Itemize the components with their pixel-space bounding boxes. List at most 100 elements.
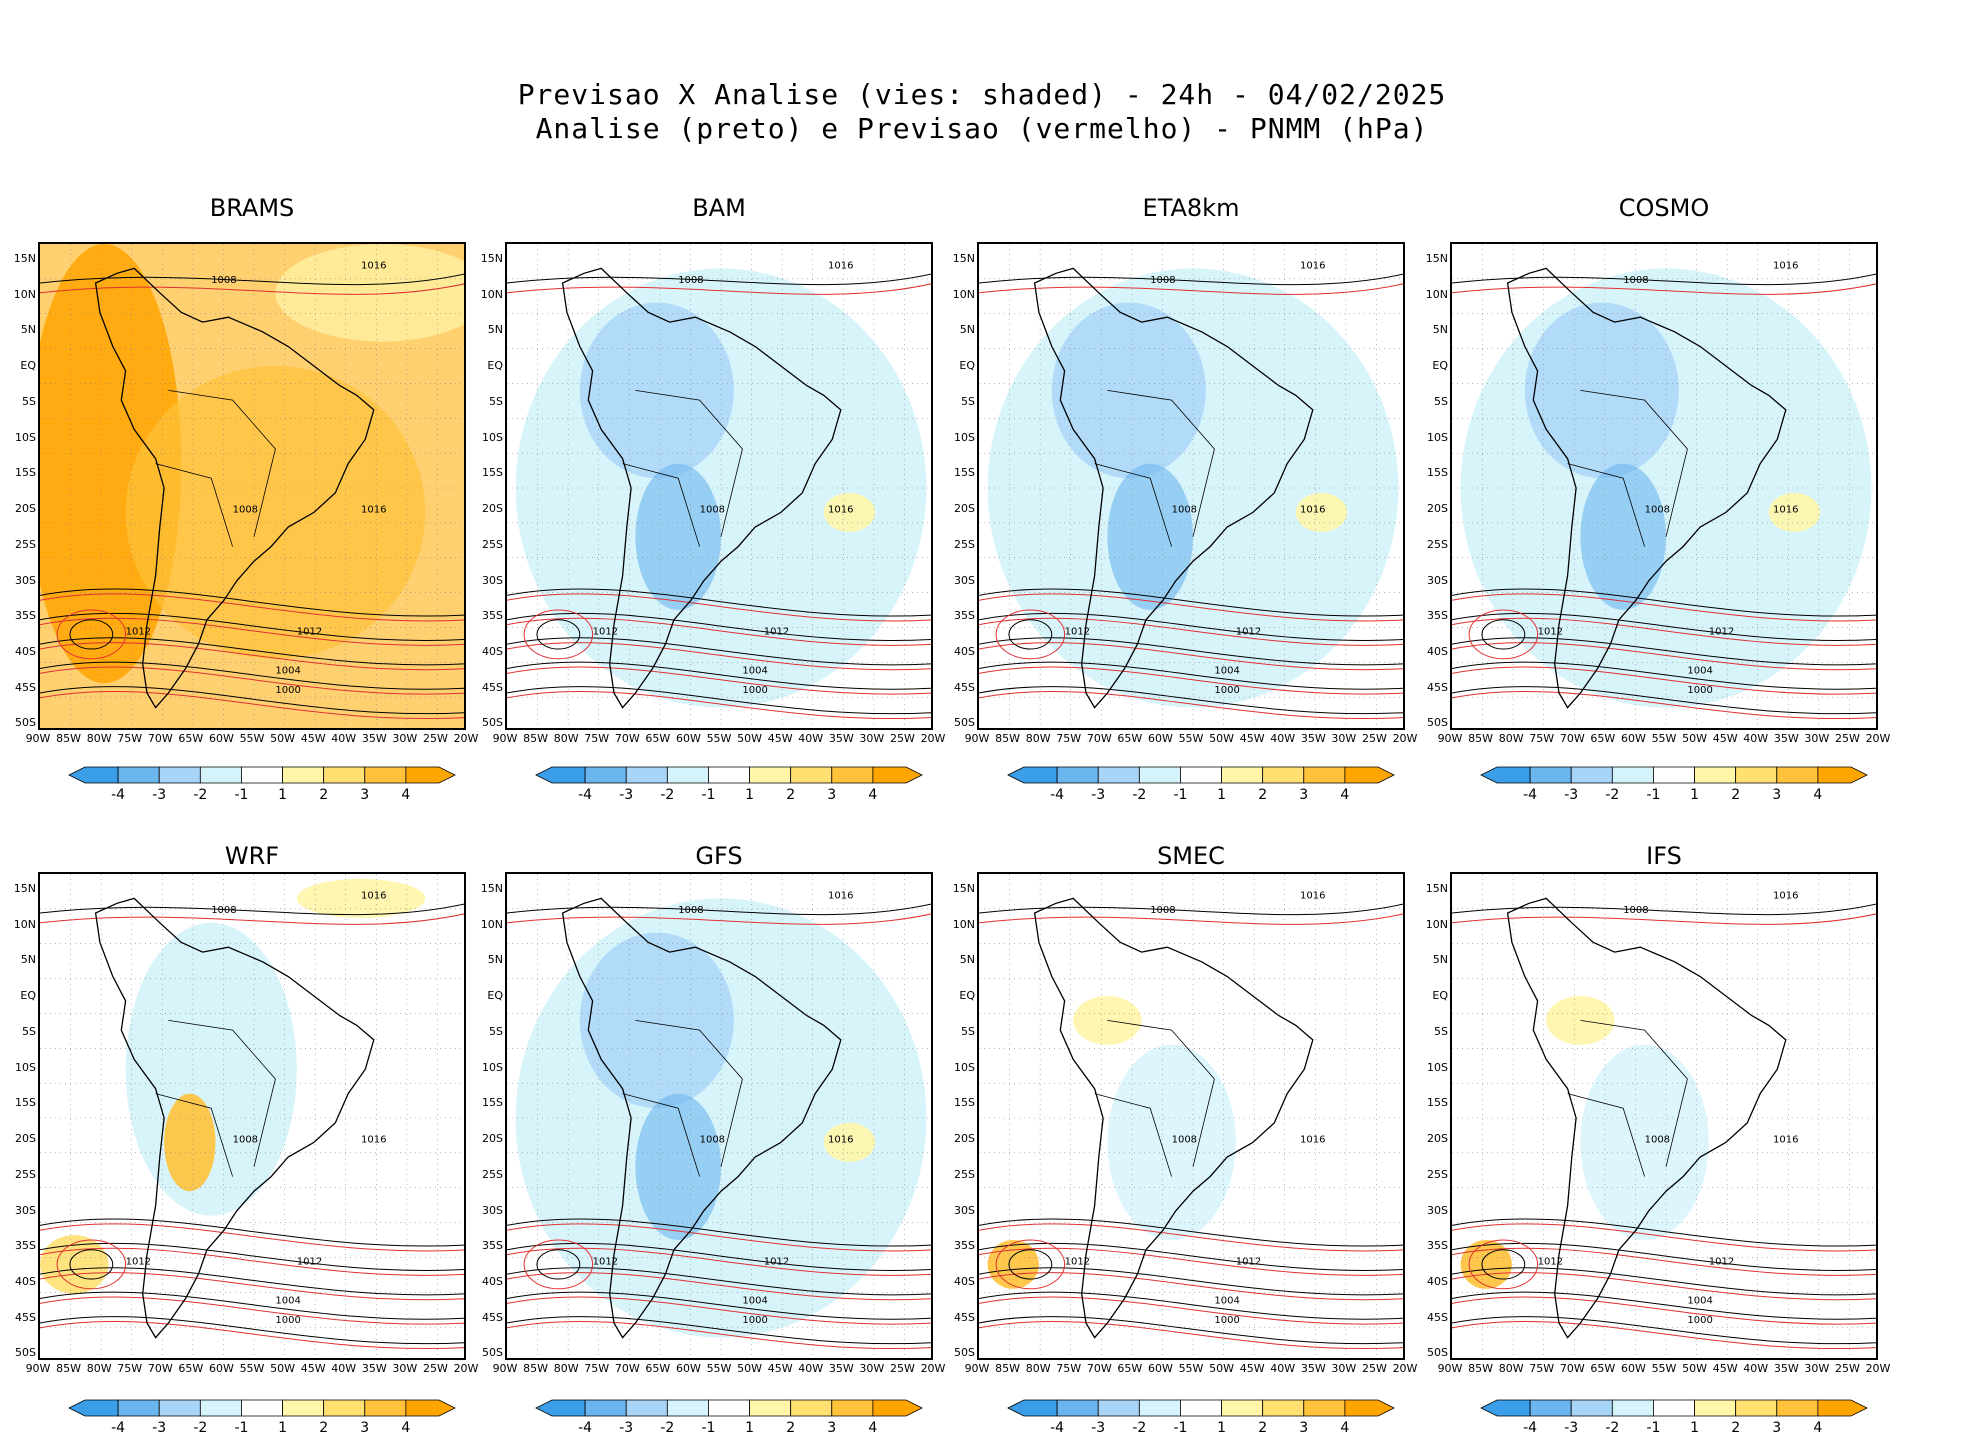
colorbar-label: 4 (868, 1420, 878, 1436)
lon-tick-label: 20W (1865, 1362, 1891, 1375)
lat-tick-label: 25S (15, 1167, 36, 1181)
map-panel-cosmo: 1008 1016 1012 1004 1000 1012 1008 1016 (1450, 242, 1878, 730)
lon-tick-label: 55W (239, 1362, 265, 1375)
colorbar-segment (1529, 766, 1572, 784)
colorbar-segment (708, 1399, 750, 1417)
lon-tick-label: 65W (1117, 732, 1143, 745)
contour-label: 1008 (700, 1134, 725, 1145)
lat-tick-label: 15N (952, 882, 975, 895)
lon-tick-label: 80W (86, 732, 112, 745)
colorbar-label: -3 (1564, 1420, 1579, 1436)
colorbar-segment (1221, 1399, 1264, 1417)
lon-tick-label: 45W (1239, 1362, 1265, 1375)
colorbar-segment (158, 1399, 201, 1417)
contour-label: 1004 (1214, 665, 1239, 676)
lon-tick-label: 40W (1743, 1362, 1769, 1375)
lon-tick-label: 20W (920, 732, 946, 745)
contour-label: 1004 (742, 665, 767, 676)
lon-tick-label: 70W (1559, 732, 1585, 745)
lon-tick-label: 65W (1590, 732, 1616, 745)
lat-tick-label: 5S (22, 394, 36, 408)
colorbar-segment (405, 1399, 456, 1417)
lon-tick-label: 30W (1331, 732, 1357, 745)
colorbar-segment (1262, 1399, 1305, 1417)
colorbar-label: 3 (1772, 787, 1782, 803)
lon-tick-label: 90W (25, 732, 51, 745)
lat-tick-label: 15N (952, 252, 975, 265)
lat-tick-label: 5N (487, 323, 503, 337)
lon-tick-label: 85W (995, 1362, 1020, 1375)
colorbar-segment (535, 766, 586, 784)
map-panel-brams: 1008 1016 1012 1004 1000 1012 1008 1016 (38, 242, 466, 730)
lat-tick-label: 25S (482, 537, 503, 551)
contour-label: 1004 (1214, 1295, 1239, 1306)
lat-tick-label: 20S (954, 1132, 975, 1146)
lon-tick-label: 85W (56, 732, 81, 745)
contour-label: 1004 (275, 1295, 300, 1306)
colorbar-label: -1 (234, 1420, 249, 1436)
lat-tick-label: 10S (954, 430, 975, 444)
colorbar-segment (1007, 766, 1058, 784)
colorbar-segment (364, 1399, 407, 1417)
lon-tick-label: 70W (147, 732, 173, 745)
colorbar-label: 1 (1217, 1420, 1226, 1436)
map-panel-gfs: 1008 1016 1012 1004 1000 1012 1008 1016 (505, 872, 933, 1360)
lon-tick-label: 85W (1468, 732, 1493, 745)
colorbar-segment (323, 766, 366, 784)
colorbar-label: -3 (1091, 787, 1106, 803)
lon-tick-label: 60W (1147, 732, 1173, 745)
contour-label: 1016 (828, 1134, 853, 1145)
contour-label: 1000 (1214, 1315, 1239, 1326)
colorbar-label: -3 (152, 787, 167, 803)
lon-tick-label: 25W (1834, 1362, 1860, 1375)
colorbar-label: -1 (1646, 1420, 1661, 1436)
lon-tick-label: 40W (331, 1362, 357, 1375)
lat-tick-label: 30S (1427, 1203, 1448, 1217)
colorbar-segment (282, 1399, 325, 1417)
colorbar-segment (584, 1399, 627, 1417)
contour-label: 1008 (1150, 275, 1175, 286)
lon-tick-label: 30W (392, 732, 418, 745)
colorbar-segment (117, 1399, 160, 1417)
lat-tick-label: 15S (482, 466, 503, 480)
colorbar-segment (749, 766, 792, 784)
contour-label: 1012 (1065, 626, 1090, 637)
panel-title-wrf: WRF (224, 842, 280, 870)
colorbar-segment (282, 766, 325, 784)
colorbar-segment (1735, 1399, 1778, 1417)
lat-tick-label: 10S (1427, 1060, 1448, 1074)
colorbar-segment (872, 1399, 923, 1417)
lon-tick-label: 50W (1209, 732, 1234, 745)
lat-tick-label: 5N (959, 323, 975, 337)
lat-tick-label: 10N (480, 917, 503, 931)
panel-title-bam: BAM (692, 194, 746, 222)
lat-tick-label: 10S (15, 1060, 36, 1074)
contour-label: 1004 (1687, 665, 1712, 676)
lat-tick-label: EQ (959, 359, 975, 373)
contour-label: 1008 (1623, 275, 1648, 286)
lon-tick-label: 80W (553, 732, 579, 745)
map-panel-smec: 1008 1016 1012 1004 1000 1012 1008 1016 (977, 872, 1405, 1360)
colorbar-segment (1480, 766, 1531, 784)
lon-tick-label: 55W (706, 1362, 732, 1375)
lat-tick-label: 30S (954, 573, 975, 587)
contour-label: 1012 (1709, 1256, 1734, 1267)
lon-tick-label: 45W (1712, 732, 1738, 745)
lat-tick-label: 50S (482, 716, 503, 730)
lat-tick-label: 5S (961, 394, 975, 408)
lat-tick-label: 20S (15, 1132, 36, 1146)
colorbar-segment (1344, 1399, 1395, 1417)
lat-tick-label: 20S (15, 502, 36, 516)
contour-label: 1000 (1687, 685, 1712, 696)
colorbar-segment (1611, 766, 1654, 784)
lat-tick-label: 10N (1425, 287, 1448, 301)
colorbar-label: 2 (319, 787, 329, 803)
lon-tick-label: 45W (1239, 732, 1265, 745)
lon-tick-label: 85W (995, 732, 1020, 745)
colorbar-label: -4 (1523, 787, 1538, 803)
lon-tick-label: 20W (1865, 732, 1891, 745)
contour-label: 1008 (1645, 504, 1670, 515)
colorbar-label: -4 (1050, 787, 1065, 803)
colorbar-label: -4 (111, 787, 126, 803)
lat-tick-label: 25S (954, 537, 975, 551)
